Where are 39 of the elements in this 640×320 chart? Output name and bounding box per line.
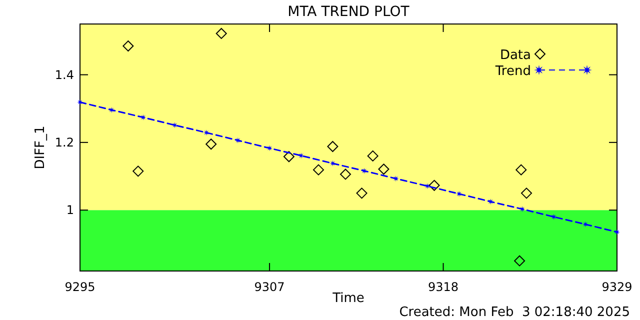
y-tick-label: 1 (66, 203, 74, 218)
point (132, 166, 144, 177)
point (206, 138, 217, 150)
point (330, 160, 336, 166)
point (582, 221, 588, 228)
legend-label: Trend (494, 64, 531, 79)
point (614, 229, 620, 236)
y-axis-title: DIFF_1 (33, 126, 48, 170)
point (424, 183, 430, 190)
point (108, 106, 115, 113)
x-tick-label: 9307 (254, 280, 285, 294)
point (392, 176, 399, 182)
point (327, 140, 338, 152)
point (216, 28, 227, 39)
point (356, 188, 368, 199)
point (514, 255, 526, 266)
x-tick-label: 9295 (64, 280, 96, 294)
point (340, 168, 351, 180)
point (77, 99, 83, 106)
y-tick-label: 1.4 (54, 68, 74, 82)
y-tick-label: 1.2 (54, 135, 74, 150)
point (234, 137, 241, 144)
point (283, 151, 294, 162)
point (516, 164, 527, 176)
legend-label: Data (500, 48, 531, 63)
point (456, 190, 462, 197)
x-tick-label: 9329 (602, 280, 632, 294)
point (122, 40, 134, 52)
point (266, 145, 273, 152)
point (519, 206, 526, 212)
x-tick-label: 9318 (428, 280, 459, 294)
text: Created: Mon Feb 3 02:18:40 2025 (399, 305, 630, 320)
point (378, 164, 390, 175)
point (428, 180, 440, 191)
point (521, 188, 532, 199)
x-axis-title: Time (332, 291, 364, 306)
point (367, 150, 378, 162)
point (312, 164, 324, 176)
chart-title: MTA TREND PLOT (288, 4, 410, 20)
